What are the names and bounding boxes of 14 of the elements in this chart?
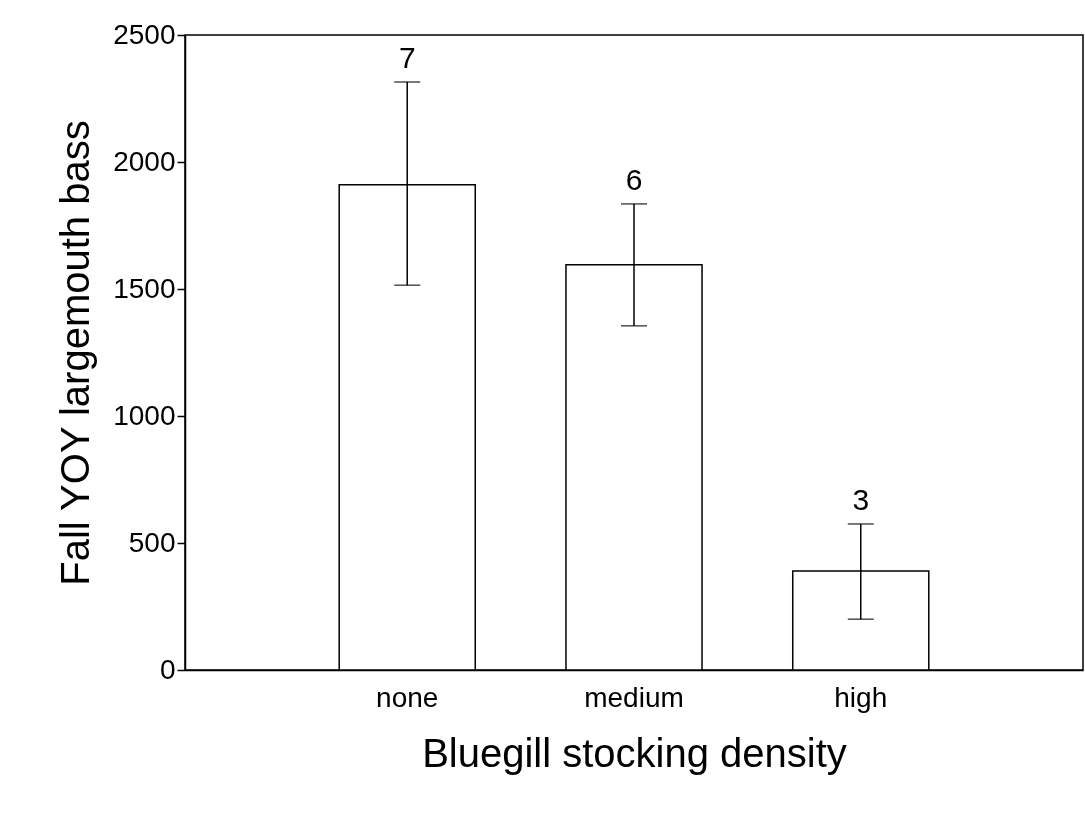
x-tick-label: medium — [584, 681, 684, 713]
y-tick-label: 2000 — [113, 145, 176, 177]
annotation: 6 — [625, 162, 643, 196]
y-tick-label: 500 — [128, 526, 176, 558]
annotation: 7 — [398, 40, 416, 74]
y-tick-label: 0 — [159, 653, 176, 685]
x-axis-title: Bluegill stocking density — [422, 730, 847, 775]
y-tick-label: 1500 — [113, 272, 176, 304]
x-tick-label: high — [834, 681, 888, 713]
y-tick-label: 2500 — [113, 18, 176, 50]
y-axis-title: Fall YOY largemouth bass — [53, 120, 98, 586]
x-tick-label: none — [376, 681, 439, 713]
y-tick-label: 1000 — [113, 399, 176, 431]
annotation: 3 — [852, 482, 870, 516]
